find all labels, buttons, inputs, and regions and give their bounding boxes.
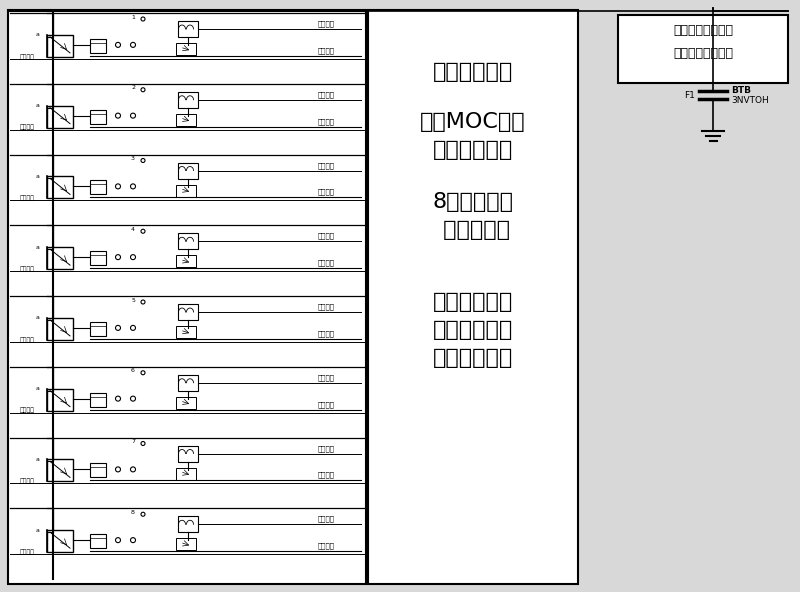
Bar [176, 326, 196, 338]
Text: 7: 7 [131, 439, 135, 444]
Text: 切换控制: 切换控制 [318, 543, 334, 549]
Bar [176, 114, 196, 126]
Text: 动作组相对其: 动作组相对其 [433, 292, 513, 312]
Text: 8组中每次只: 8组中每次只 [433, 192, 514, 212]
Bar [90, 251, 106, 265]
Bar [178, 516, 198, 532]
Text: 能一组工作: 能一组工作 [436, 220, 510, 240]
Text: 补电流正: 补电流正 [318, 233, 334, 239]
Text: 1: 1 [131, 14, 135, 20]
Bar [368, 10, 578, 584]
Text: 补电源端: 补电源端 [20, 125, 35, 130]
Bar [47, 35, 73, 57]
Text: 5: 5 [131, 298, 135, 303]
Bar [178, 21, 198, 37]
Text: 3NVTOH: 3NVTOH [731, 95, 769, 105]
Text: 它电芯电压最: 它电芯电压最 [433, 320, 513, 340]
Text: 6: 6 [131, 368, 135, 373]
Text: 补电流正: 补电流正 [318, 303, 334, 310]
Bar [176, 255, 196, 267]
Bar [47, 105, 73, 128]
Bar [178, 233, 198, 249]
Text: 单个交换打开: 单个交换打开 [433, 140, 513, 160]
Text: 补电源端: 补电源端 [20, 549, 35, 555]
Bar [90, 464, 106, 477]
Text: a: a [36, 316, 40, 320]
Bar [178, 92, 198, 108]
Text: 3: 3 [131, 156, 135, 161]
Text: 切换控制: 切换控制 [318, 118, 334, 125]
Bar [176, 185, 196, 197]
Bar [618, 15, 788, 83]
Bar [178, 162, 198, 179]
Bar [47, 530, 73, 552]
Text: a: a [36, 33, 40, 37]
Text: F1: F1 [684, 91, 695, 99]
Bar [176, 397, 196, 408]
Text: a: a [36, 457, 40, 462]
Bar [176, 43, 196, 55]
Text: BTB: BTB [731, 85, 751, 95]
Text: a: a [36, 244, 40, 250]
Text: a: a [36, 103, 40, 108]
Bar [47, 247, 73, 269]
Text: 补电流正: 补电流正 [318, 162, 334, 169]
Text: 补电源端: 补电源端 [20, 479, 35, 484]
Text: 切换控制: 切换控制 [318, 401, 334, 408]
Text: 单片机控制器: 单片机控制器 [433, 62, 513, 82]
Bar [178, 375, 198, 391]
Text: 补电流正: 补电流正 [318, 374, 334, 381]
Bar [47, 176, 73, 198]
Text: 补电源端: 补电源端 [20, 54, 35, 60]
Bar [47, 459, 73, 481]
Text: 补电流正: 补电流正 [318, 516, 334, 522]
Text: a: a [36, 386, 40, 391]
Text: 补电源端: 补电源端 [20, 408, 35, 413]
Bar [47, 388, 73, 411]
Text: 补电流正: 补电流正 [318, 20, 334, 27]
Bar [90, 181, 106, 194]
Bar [90, 39, 106, 53]
Bar [90, 322, 106, 336]
Text: 补电源端: 补电源端 [20, 266, 35, 272]
Text: 切换控制: 切换控制 [318, 47, 334, 54]
Bar [178, 304, 198, 320]
Bar [90, 392, 106, 407]
Text: 单节电池充电电路: 单节电池充电电路 [673, 47, 733, 60]
Text: 补电流正: 补电流正 [318, 445, 334, 452]
Text: 切换控制: 切换控制 [318, 259, 334, 266]
Text: a: a [36, 527, 40, 533]
Text: 切换控制: 切换控制 [318, 472, 334, 478]
Bar [178, 446, 198, 462]
Text: 8: 8 [131, 510, 135, 515]
Text: 补电流正: 补电流正 [318, 91, 334, 98]
Bar [90, 534, 106, 548]
Text: 4: 4 [131, 227, 135, 231]
Text: 同组MOC只能: 同组MOC只能 [420, 112, 526, 132]
Text: 切换控制: 切换控制 [318, 189, 334, 195]
Bar [8, 10, 366, 584]
Bar [90, 110, 106, 124]
Bar [47, 318, 73, 340]
Text: 补电源端: 补电源端 [20, 337, 35, 343]
Text: a: a [36, 174, 40, 179]
Text: 补电源端: 补电源端 [20, 195, 35, 201]
Bar [176, 538, 196, 550]
Text: 切换控制: 切换控制 [318, 330, 334, 337]
Bar [176, 468, 196, 480]
Text: 低的一组动作: 低的一组动作 [433, 348, 513, 368]
Text: 2: 2 [131, 85, 135, 90]
Text: 单节电池保护电路: 单节电池保护电路 [673, 24, 733, 37]
